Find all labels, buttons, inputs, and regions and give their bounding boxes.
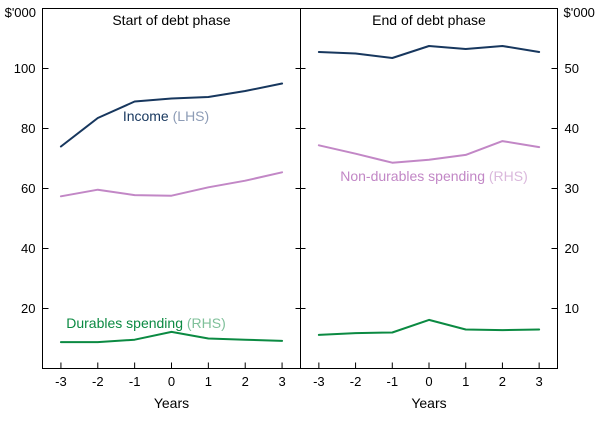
right-axis-tick-label: 40	[565, 121, 579, 136]
x-axis-tick-label: 0	[168, 374, 175, 389]
x-axis-tick-label: 3	[278, 374, 285, 389]
left-axis-tick-label: 60	[21, 181, 35, 196]
panel-title: Start of debt phase	[112, 12, 231, 28]
x-axis-tick-label: -3	[313, 374, 325, 389]
left-axis-tick-label: 40	[21, 241, 35, 256]
x-axis-tick-label: 3	[536, 374, 543, 389]
right-axis-unit-label: $'000	[564, 5, 595, 20]
x-axis-tick-label: 2	[242, 374, 249, 389]
x-axis-title: Years	[154, 395, 189, 411]
series-line-income	[317, 45, 541, 59]
x-axis-tick-label: -1	[387, 374, 399, 389]
x-axis-title: Years	[411, 395, 446, 411]
series-line-income	[59, 82, 284, 148]
series-line-non-durables-spending	[317, 140, 541, 164]
series-label-non-durables-spending: Non-durables spending (RHS)	[340, 168, 528, 184]
left-axis-unit-label: $'000	[5, 5, 36, 20]
series-label-income: Income (LHS)	[123, 108, 209, 124]
panel-title: End of debt phase	[372, 12, 486, 28]
x-axis-tick-label: 2	[499, 374, 506, 389]
x-axis-tick-label: -1	[129, 374, 141, 389]
x-axis-tick-label: 0	[425, 374, 432, 389]
series-line-durables-spending	[59, 330, 284, 344]
left-axis-tick-label: 80	[21, 121, 35, 136]
x-axis-tick-label: -2	[92, 374, 104, 389]
right-axis-tick-label: 20	[565, 241, 579, 256]
x-axis-tick-label: -3	[55, 374, 67, 389]
left-axis-tick-label: 100	[14, 61, 36, 76]
x-axis-tick-label: 1	[462, 374, 469, 389]
right-axis-tick-label: 50	[565, 61, 579, 76]
x-axis-tick-label: 1	[205, 374, 212, 389]
series-label-durables-spending: Durables spending (RHS)	[66, 315, 226, 331]
right-axis-tick-label: 10	[565, 301, 579, 316]
left-axis-tick-label: 20	[21, 301, 35, 316]
x-axis-tick-label: -2	[350, 374, 362, 389]
series-line-non-durables-spending	[59, 171, 284, 198]
right-axis-tick-label: 30	[565, 181, 579, 196]
series-line-durables-spending	[317, 318, 541, 336]
